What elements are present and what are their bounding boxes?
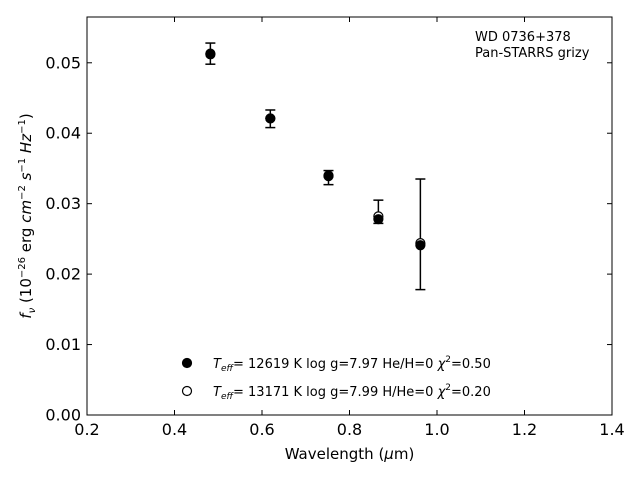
- plot-area: [86, 16, 613, 416]
- data-points: [205, 48, 426, 251]
- y-tick-label: 0.05: [45, 53, 81, 72]
- y-tick-label: 0.03: [45, 194, 81, 213]
- y-tick-label: 0.04: [45, 124, 81, 143]
- legend-marker-open: [181, 385, 193, 397]
- filled-point: [323, 170, 334, 181]
- x-tick-label: 0.4: [162, 420, 187, 439]
- y-tick-label: 0.00: [45, 406, 81, 425]
- legend-marker-filled: [181, 357, 193, 369]
- legend-label-filled: Teff= 12619 K log g=7.97 He/H=0 χ2=0.50: [213, 355, 491, 374]
- x-axis-label: Wavelength (μm): [285, 445, 415, 463]
- legend-label-open: Teff= 13171 K log g=7.99 H/He=0 χ2=0.20: [213, 383, 491, 402]
- filled-point: [373, 214, 384, 225]
- legend: Teff= 12619 K log g=7.97 He/H=0 χ2=0.50 …: [181, 355, 491, 402]
- annotation-line-2: Pan-STARRS grizy: [475, 46, 590, 61]
- x-tick-label: 1.0: [424, 420, 449, 439]
- x-tick-label: 0.2: [74, 420, 99, 439]
- x-tick-label: 0.8: [337, 420, 362, 439]
- y-tick-label: 0.02: [45, 265, 81, 284]
- axis-ticks: 0.2 0.4 0.6 0.8 1.0 1.2 1.4 0.00 0.01 0.02 0.03 0.0…: [45, 17, 625, 439]
- filled-point: [205, 48, 216, 59]
- x-tick-label: 0.6: [249, 420, 274, 439]
- filled-point: [265, 113, 276, 124]
- x-tick-label: 1.2: [512, 420, 537, 439]
- y-tick-label: 0.01: [45, 335, 81, 354]
- annotation-line-1: WD 0736+378: [475, 30, 571, 45]
- filled-point: [415, 240, 426, 251]
- y-axis-label: fν (10−26 erg cm−2 s−1 Hz−1): [17, 113, 38, 318]
- x-tick-label: 1.4: [599, 420, 624, 439]
